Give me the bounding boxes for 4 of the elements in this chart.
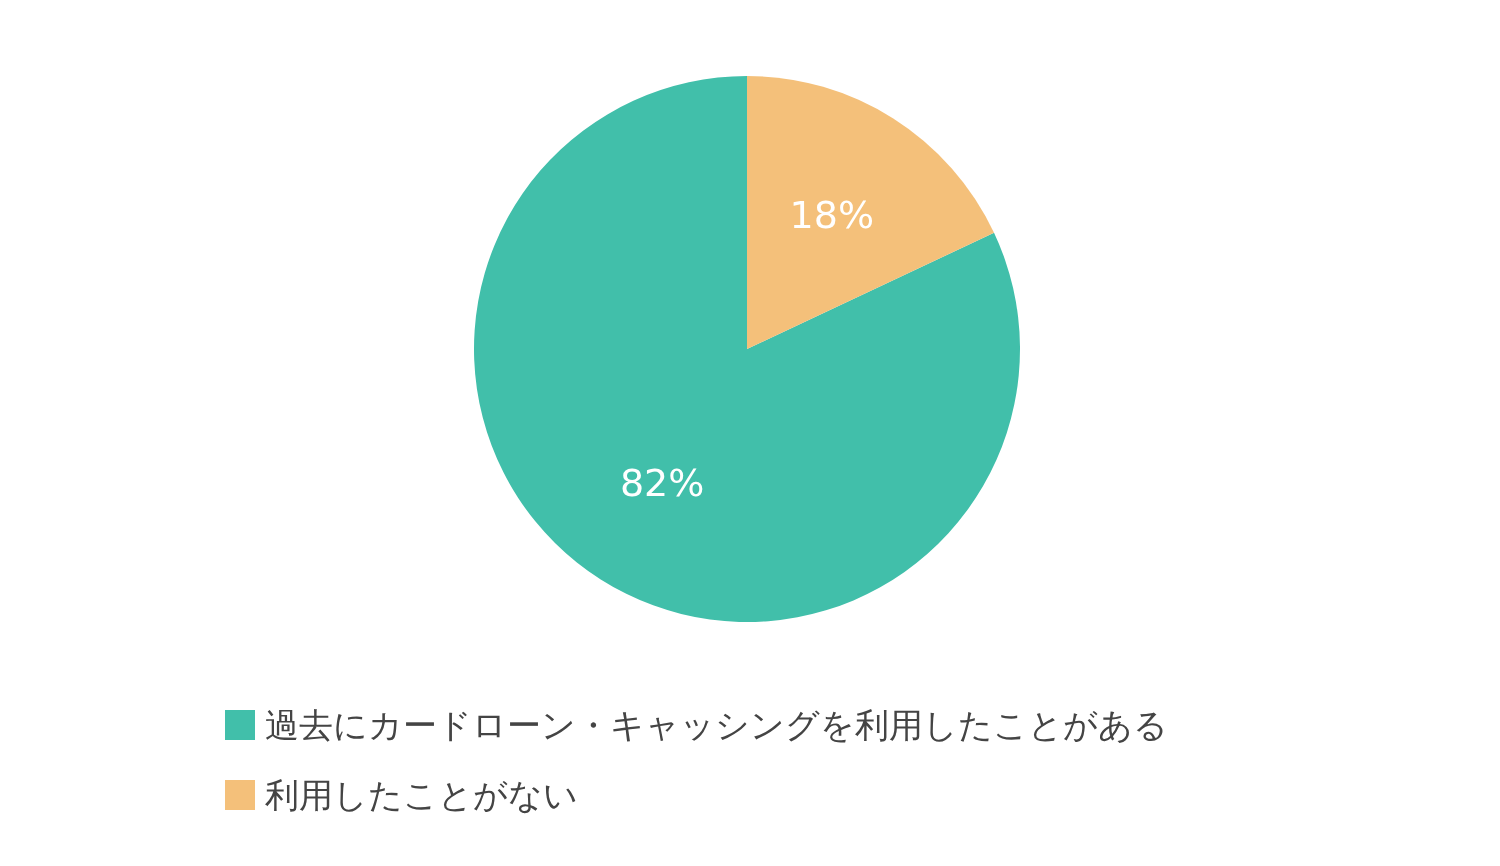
legend-label: 過去にカードローン・キャッシングを利用したことがある (265, 705, 1168, 745)
data-label: 18% (789, 193, 875, 238)
legend-label: 利用したことがない (265, 775, 578, 815)
data-label: 82% (619, 460, 705, 505)
